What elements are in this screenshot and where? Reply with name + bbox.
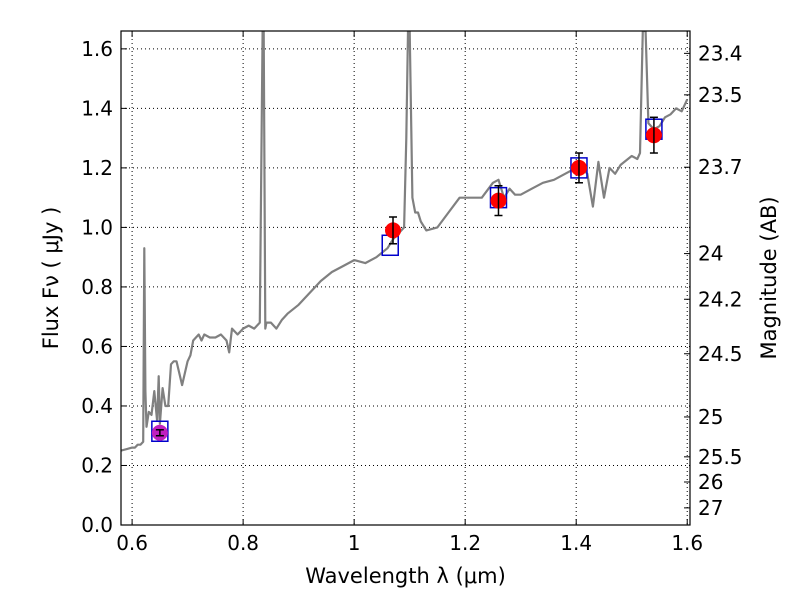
grid-lines [121, 31, 690, 526]
right-tick-label: 25 [698, 405, 723, 429]
x-axis-label: Wavelength λ (μm) [305, 564, 506, 588]
right-axis-label: Magnitude (AB) [757, 196, 781, 359]
x-tick-label: 1.2 [449, 531, 481, 555]
spectrum-line [121, 31, 689, 452]
plot-frame [120, 30, 691, 526]
y-tick-label: 1.6 [81, 37, 113, 61]
x-tick-label: 1 [348, 531, 361, 555]
right-tick-label: 23.7 [698, 155, 743, 179]
axis-ticks: 0.6 0.8 1 1.2 1.4 1.6 0.0 0.2 0.4 0.6 0.8 1.0 1.2 1.4… [81, 31, 743, 555]
right-tick-label: 24.5 [698, 342, 743, 366]
right-tick-label: 24 [698, 242, 723, 266]
right-tick-label: 26 [698, 470, 723, 494]
right-tick-label: 25.5 [698, 445, 743, 469]
right-tick-label: 27 [698, 496, 723, 520]
right-tick-label: 24.2 [698, 287, 743, 311]
y-tick-label: 0.2 [81, 453, 113, 477]
x-tick-label: 0.6 [116, 531, 148, 555]
y-tick-label: 0.8 [81, 275, 113, 299]
y-tick-label: 1.2 [81, 156, 113, 180]
right-tick-label: 23.5 [698, 83, 743, 107]
y-tick-label: 1.0 [81, 215, 113, 239]
right-tick-label: 23.4 [698, 41, 743, 65]
y-tick-label: 0.0 [81, 513, 113, 537]
plot-series [121, 31, 689, 452]
y-tick-label: 0.6 [81, 334, 113, 358]
x-tick-label: 1.4 [560, 531, 592, 555]
model-box [151, 420, 169, 443]
y-tick-label: 0.4 [81, 394, 113, 418]
x-tick-label: 0.8 [227, 531, 259, 555]
y-axis-label: Flux Fν ( μJy ) [39, 207, 63, 350]
y-tick-label: 1.4 [81, 96, 113, 120]
x-tick-label: 1.6 [671, 531, 703, 555]
